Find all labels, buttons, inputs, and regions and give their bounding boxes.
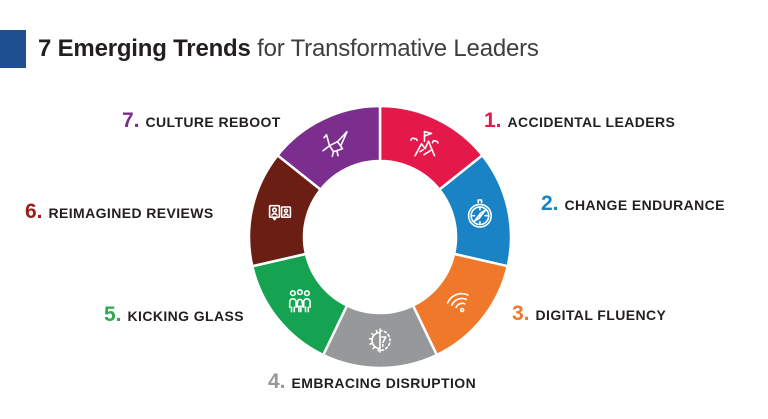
header: 7 Emerging Trends for Transformative Lea… xyxy=(0,30,539,68)
page-title-bold: 7 Emerging Trends xyxy=(38,35,251,62)
trend-label-5: 5. KICKING GLASS xyxy=(104,304,244,325)
trend-label-1: 1. ACCIDENTAL LEADERS xyxy=(484,110,675,131)
trend-text: KICKING GLASS xyxy=(127,308,244,324)
trend-text: ACCIDENTAL LEADERS xyxy=(507,114,676,130)
trend-text: REIMAGINED REVIEWS xyxy=(48,205,214,221)
trend-number: 4. xyxy=(268,370,286,393)
trend-label-4: 4. EMBRACING DISRUPTION xyxy=(268,371,476,392)
trend-number: 2. xyxy=(541,192,559,215)
trend-number: 5. xyxy=(104,303,122,326)
trend-text: EMBRACING DISRUPTION xyxy=(291,375,477,391)
trend-label-3: 3. DIGITAL FLUENCY xyxy=(512,303,666,324)
page-title: 7 Emerging Trends for Transformative Lea… xyxy=(38,35,539,63)
wheel-segment-7 xyxy=(275,104,382,192)
trend-text: CULTURE REBOOT xyxy=(145,114,281,130)
trend-label-7: 7. CULTURE REBOOT xyxy=(122,110,281,131)
accent-bar xyxy=(0,30,26,68)
trend-text: CHANGE ENDURANCE xyxy=(564,197,725,213)
trend-number: 1. xyxy=(484,109,502,132)
page-title-light: for Transformative Leaders xyxy=(250,35,539,62)
trend-label-2: 2. CHANGE ENDURANCE xyxy=(541,193,725,214)
trend-text: DIGITAL FLUENCY xyxy=(535,307,667,323)
trend-number: 7. xyxy=(122,109,140,132)
trend-number: 3. xyxy=(512,302,530,325)
trend-label-6: 6. REIMAGINED REVIEWS xyxy=(25,201,214,222)
trend-number: 6. xyxy=(25,200,43,223)
